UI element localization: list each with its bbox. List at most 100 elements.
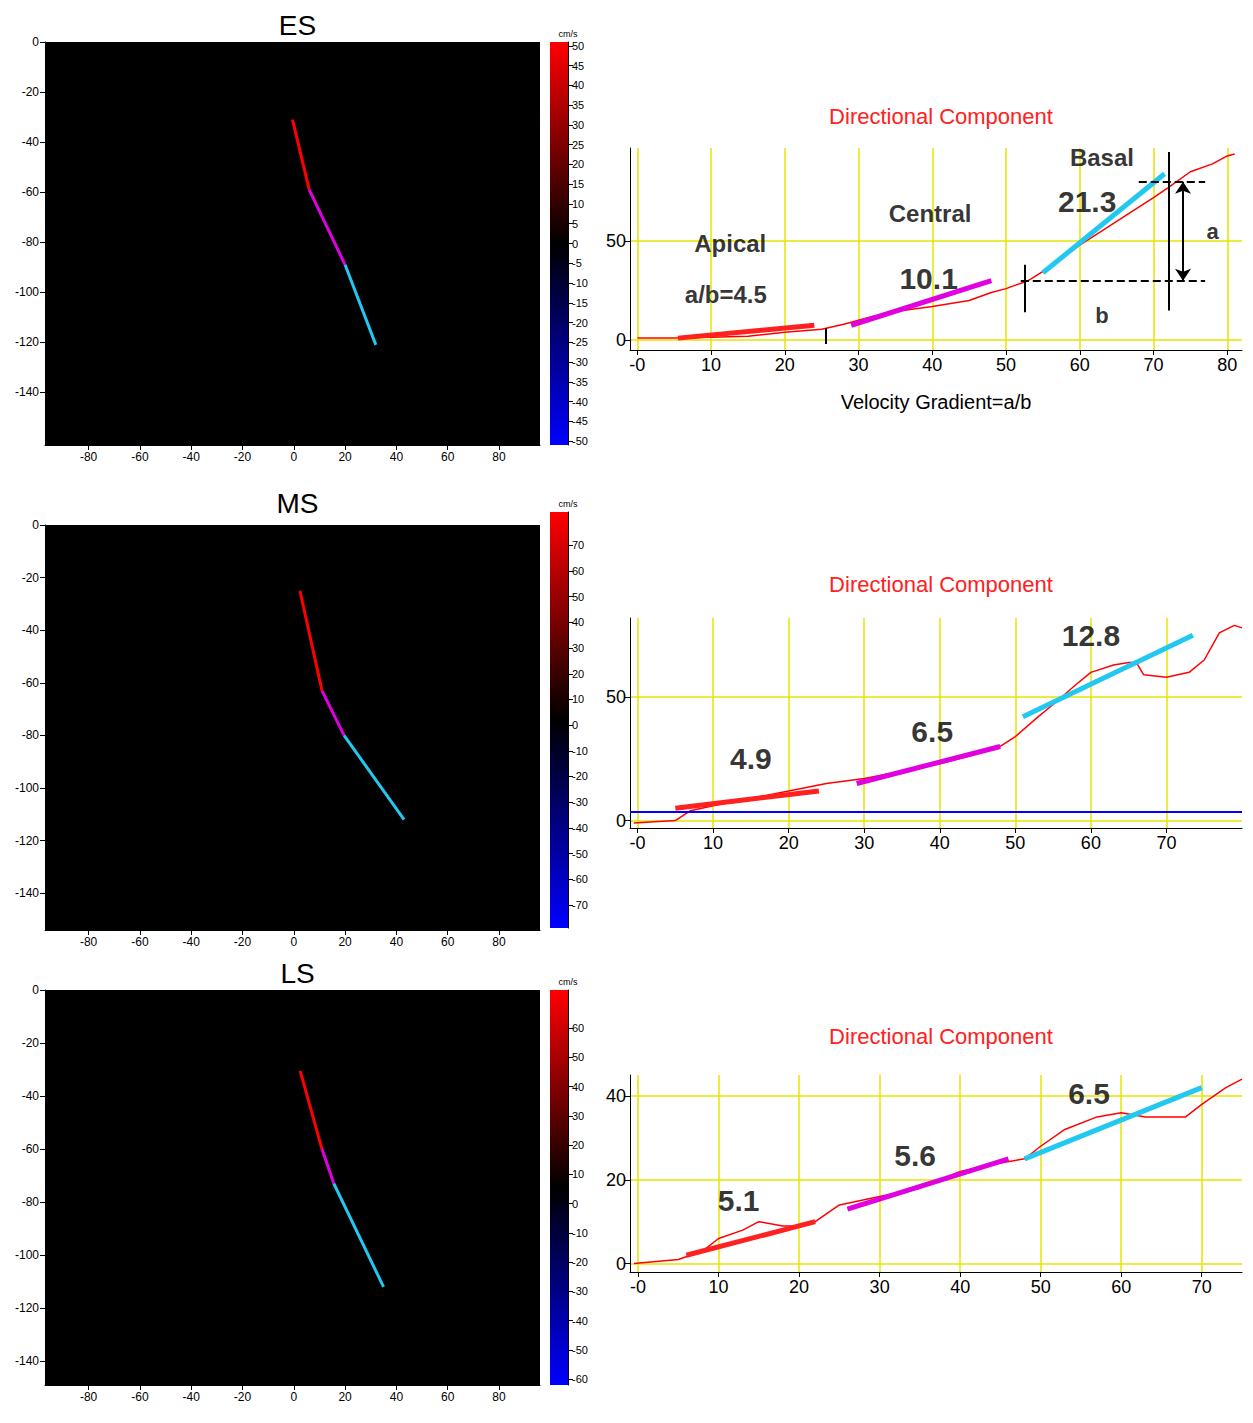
svg-text:80: 80 [492, 450, 506, 464]
svg-text:6.5: 6.5 [911, 715, 953, 748]
svg-text:-20: -20 [22, 571, 40, 585]
svg-text:10: 10 [572, 693, 584, 705]
svg-text:Apical: Apical [694, 230, 766, 257]
svg-text:5.1: 5.1 [718, 1184, 760, 1217]
svg-text:-10: -10 [572, 277, 588, 289]
svg-text:-20: -20 [234, 1390, 252, 1404]
svg-text:-20: -20 [572, 317, 588, 329]
svg-text:12.8: 12.8 [1062, 619, 1120, 652]
svg-text:60: 60 [1070, 355, 1090, 375]
svg-text:35: 35 [572, 99, 584, 111]
svg-text:30: 30 [854, 833, 874, 853]
svg-text:60: 60 [441, 450, 455, 464]
svg-text:20: 20 [775, 355, 795, 375]
svg-text:cm/s: cm/s [559, 499, 578, 509]
svg-text:20: 20 [338, 935, 352, 949]
svg-text:-60: -60 [131, 935, 149, 949]
svg-text:0: 0 [616, 330, 626, 350]
svg-text:-40: -40 [183, 935, 201, 949]
svg-text:10: 10 [572, 198, 584, 210]
svg-text:20: 20 [606, 1170, 626, 1190]
svg-text:-10: -10 [572, 1227, 588, 1239]
svg-text:60: 60 [1111, 1277, 1131, 1297]
svg-text:50: 50 [572, 591, 584, 603]
svg-text:-80: -80 [80, 1390, 98, 1404]
svg-text:50: 50 [572, 1051, 584, 1063]
svg-text:40: 40 [572, 616, 584, 628]
svg-text:10: 10 [572, 1168, 584, 1180]
svg-text:-30: -30 [572, 796, 588, 808]
svg-text:20: 20 [779, 833, 799, 853]
svg-text:40: 40 [390, 450, 404, 464]
svg-text:Directional Component: Directional Component [829, 572, 1053, 597]
svg-text:-15: -15 [572, 297, 588, 309]
svg-text:15: 15 [572, 178, 584, 190]
svg-text:-60: -60 [22, 1142, 40, 1156]
svg-text:5: 5 [572, 218, 578, 230]
svg-text:Basal: Basal [1070, 144, 1134, 171]
svg-text:60: 60 [1081, 833, 1101, 853]
svg-text:20: 20 [572, 668, 584, 680]
svg-text:ES: ES [279, 10, 316, 41]
svg-text:-140: -140 [15, 1354, 39, 1368]
svg-text:a: a [1206, 219, 1219, 244]
svg-text:-40: -40 [572, 822, 588, 834]
svg-text:-40: -40 [22, 135, 40, 149]
svg-text:0: 0 [290, 1390, 297, 1404]
svg-text:0: 0 [32, 518, 39, 532]
svg-text:cm/s: cm/s [559, 29, 578, 39]
svg-text:70: 70 [1144, 355, 1164, 375]
svg-text:40: 40 [930, 833, 950, 853]
svg-text:MS: MS [277, 488, 319, 519]
svg-text:-40: -40 [22, 623, 40, 637]
svg-text:-60: -60 [131, 450, 149, 464]
svg-text:-80: -80 [22, 235, 40, 249]
svg-text:0: 0 [32, 35, 39, 49]
svg-text:80: 80 [492, 1390, 506, 1404]
svg-text:-40: -40 [22, 1089, 40, 1103]
svg-text:-40: -40 [572, 396, 588, 408]
svg-text:-20: -20 [234, 935, 252, 949]
svg-text:25: 25 [572, 139, 584, 151]
svg-text:cm/s: cm/s [559, 977, 578, 987]
svg-text:-40: -40 [183, 1390, 201, 1404]
svg-text:Directional Component: Directional Component [829, 104, 1053, 129]
svg-text:50: 50 [1031, 1277, 1051, 1297]
svg-text:-20: -20 [572, 1256, 588, 1268]
svg-text:-40: -40 [183, 450, 201, 464]
svg-text:0: 0 [572, 719, 578, 731]
svg-text:-100: -100 [15, 1248, 39, 1262]
svg-text:80: 80 [1217, 355, 1237, 375]
svg-text:-0: -0 [630, 833, 646, 853]
svg-text:20: 20 [338, 450, 352, 464]
svg-text:-50: -50 [572, 435, 588, 447]
svg-text:5.6: 5.6 [894, 1139, 936, 1172]
svg-text:-60: -60 [572, 873, 588, 885]
svg-text:30: 30 [572, 1110, 584, 1122]
svg-text:-120: -120 [15, 335, 39, 349]
svg-text:40: 40 [922, 355, 942, 375]
svg-text:-45: -45 [572, 415, 588, 427]
svg-text:20: 20 [338, 1390, 352, 1404]
svg-text:-5: -5 [572, 257, 582, 269]
svg-text:-120: -120 [15, 1301, 39, 1315]
svg-text:-60: -60 [131, 1390, 149, 1404]
svg-text:20: 20 [789, 1277, 809, 1297]
svg-text:0: 0 [290, 935, 297, 949]
svg-text:-20: -20 [572, 770, 588, 782]
svg-text:-0: -0 [629, 355, 645, 375]
svg-text:-30: -30 [572, 1285, 588, 1297]
svg-text:20: 20 [572, 158, 584, 170]
svg-text:30: 30 [572, 119, 584, 131]
svg-text:-80: -80 [22, 1195, 40, 1209]
svg-text:-70: -70 [572, 899, 588, 911]
svg-text:10: 10 [709, 1277, 729, 1297]
svg-text:30: 30 [849, 355, 869, 375]
svg-text:-20: -20 [22, 85, 40, 99]
svg-text:30: 30 [870, 1277, 890, 1297]
svg-text:-35: -35 [572, 376, 588, 388]
svg-text:-140: -140 [15, 385, 39, 399]
svg-text:-80: -80 [80, 450, 98, 464]
svg-text:60: 60 [441, 935, 455, 949]
svg-text:21.3: 21.3 [1058, 185, 1116, 218]
